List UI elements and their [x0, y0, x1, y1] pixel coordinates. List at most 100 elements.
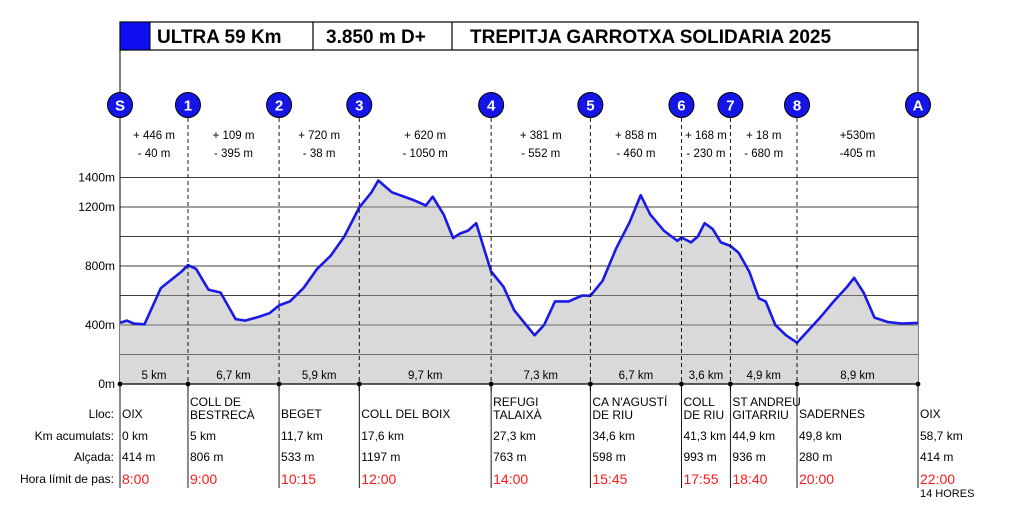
station-altitude: 806 m [190, 450, 223, 464]
station-km: 5 km [190, 429, 216, 443]
station-place: COLL DE [190, 395, 241, 409]
title-bar-frame [119, 21, 919, 51]
segment-loss: - 230 m [686, 148, 725, 160]
checkpoint-marker [577, 92, 604, 118]
y-tick-label: 1400m [78, 171, 115, 185]
checkpoint-marker [107, 92, 133, 118]
station-altitude: 763 m [493, 450, 526, 464]
station-km: 0 km [122, 429, 148, 443]
segment-gain: + 109 m [213, 130, 255, 142]
station-place: OIX [920, 407, 941, 421]
profile-fill [120, 180, 918, 384]
segment-gain: + 381 m [520, 130, 562, 142]
checkpoint-label: 5 [586, 98, 594, 115]
y-tick-label: 1200m [78, 200, 115, 214]
checkpoint-marker [905, 92, 931, 118]
station-altitude: 993 m [683, 450, 716, 464]
station-altitude: 936 m [732, 450, 765, 464]
station-place: DE RIU [592, 408, 633, 422]
checkpoint-label: 3 [355, 98, 363, 115]
segment-loss: - 460 m [616, 148, 655, 160]
elevation-gain-title: 3.850 m D+ [326, 27, 426, 48]
y-axis-labels: 1400m 1200m 800m 400m 0m [78, 171, 115, 392]
station-time-limit: 10:15 [281, 471, 316, 487]
segment-distance: 8,9 km [840, 370, 875, 382]
checkpoint-label: 6 [677, 98, 685, 115]
segment-gain: + 858 m [615, 130, 657, 142]
station-time-limit: 15:45 [592, 471, 627, 487]
station-km: 27,3 km [493, 429, 536, 443]
row-label-km: Km acumulats: [35, 429, 114, 443]
station-place: DE RIU [683, 408, 724, 422]
row-label-place: Lloc: [89, 407, 114, 421]
station-time-limit: 20:00 [799, 471, 834, 487]
segment-distance: 6,7 km [619, 370, 654, 382]
station-altitude: 533 m [281, 450, 314, 464]
station-place: OIX [122, 407, 143, 421]
segment-distance: 6,7 km [216, 370, 251, 382]
checkpoint-marker [784, 92, 811, 118]
title-bar: ULTRA 59 Km 3.850 m D+ TREPITJA GARROTXA… [119, 21, 919, 51]
station-time-limit: 22:00 [920, 471, 955, 487]
station-place: TALAIXÀ [493, 407, 541, 422]
row-label-altitude: Alçada: [74, 450, 114, 464]
station-place: COLL [683, 395, 715, 409]
y-tick-label: 800m [85, 259, 115, 273]
row-label-time: Hora límit de pas: [20, 472, 114, 486]
stations-table: Lloc: Km acumulats: Alçada: Hora límit de p… [20, 381, 974, 500]
segment-loss: - 38 m [303, 148, 336, 160]
station-km: 49,8 km [799, 429, 842, 443]
checkpoint-marker [478, 92, 505, 118]
station-time-limit: 17:55 [683, 471, 718, 487]
segment-gain: + 620 m [404, 130, 446, 142]
segment-distance: 5 km [142, 370, 167, 382]
segment-loss: - 40 m [138, 148, 171, 160]
y-tick-label: 400m [85, 318, 115, 332]
segment-distance: 7,3 km [523, 370, 558, 382]
segment-gain: + 446 m [133, 130, 175, 142]
station-altitude: 280 m [799, 450, 832, 464]
station-km: 34,6 km [592, 429, 635, 443]
profile-line [119, 179, 919, 344]
checkpoint-label: 1 [184, 98, 192, 115]
event-title: TREPITJA GARROTXA SOLIDARIA 2025 [470, 27, 831, 48]
station-time-limit: 8:00 [122, 471, 149, 487]
segment-gain: + 720 m [298, 130, 340, 142]
checkpoint-label: 7 [726, 98, 734, 115]
segment-gain: +530m [840, 130, 875, 142]
station-place: COLL DEL BOIX [361, 407, 450, 421]
station-place: REFUGI [493, 395, 538, 409]
color-swatch [119, 21, 151, 51]
station-time-limit: 12:00 [361, 471, 396, 487]
checkpoint-marker [266, 92, 293, 118]
segment-gain: + 18 m [746, 130, 781, 142]
checkpoint-marker [717, 92, 744, 118]
checkpoint-label: S [115, 98, 125, 115]
segment-distance: 9,7 km [408, 370, 443, 382]
station-altitude: 414 m [920, 450, 953, 464]
segment-loss: - 680 m [744, 148, 783, 160]
checkpoint-markers: S 1 2 3 4 5 6 7 8 A [107, 92, 931, 118]
segment-distance: 3,6 km [689, 370, 724, 382]
station-km: 44,9 km [732, 429, 775, 443]
station-time-limit: 14:00 [493, 471, 528, 487]
station-place: BEGET [281, 407, 322, 421]
checkpoint-label: 4 [487, 98, 496, 115]
station-time-limit: 9:00 [190, 471, 217, 487]
total-time-note: 14 HORES [920, 488, 974, 500]
station-altitude: 598 m [592, 450, 625, 464]
segment-distance: 4,9 km [746, 370, 781, 382]
y-tick-label: 0m [98, 377, 115, 391]
station-km: 17,6 km [361, 429, 404, 443]
segment-distance: 5,9 km [302, 370, 337, 382]
checkpoint-marker [346, 92, 373, 118]
checkpoint-label: A [913, 98, 924, 115]
station-place: GITARRIU [732, 408, 788, 422]
checkpoint-label: 8 [793, 98, 801, 115]
segment-loss: -405 m [840, 148, 876, 160]
segment-labels: + 446 m - 40 m 5 km + 109 m - 395 m 6,7 km + 7… [133, 130, 875, 382]
checkpoint-label: 2 [275, 98, 283, 115]
checkpoint-lines [187, 118, 798, 384]
segment-gain: + 168 m [685, 130, 727, 142]
